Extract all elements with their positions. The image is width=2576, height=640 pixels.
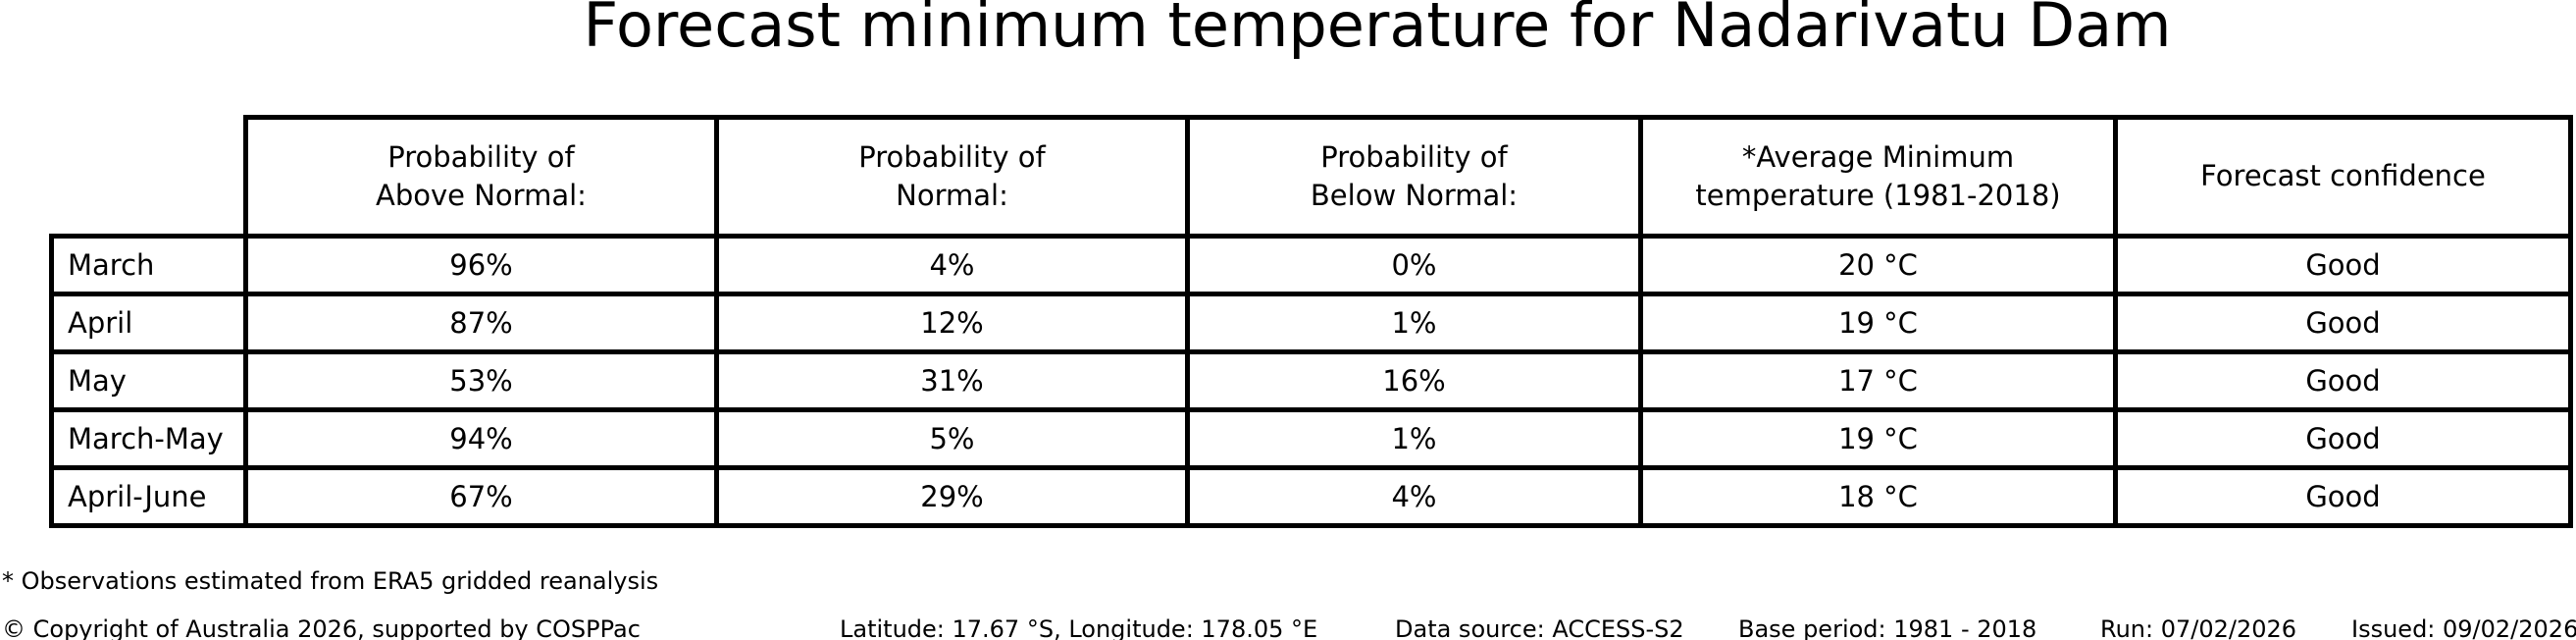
cell-confidence: Good	[2113, 407, 2573, 470]
col-header-forecast-confidence: Forecast confidence	[2113, 115, 2573, 239]
cell-prob-above: 87%	[243, 292, 719, 354]
row-label: May	[49, 349, 248, 412]
cell-prob-below: 1%	[1185, 292, 1643, 354]
cell-prob-below: 0%	[1185, 234, 1643, 296]
cell-prob-normal: 31%	[714, 349, 1190, 412]
col-header-avg-min-temperature: *Average Minimum temperature (1981-2018)	[1638, 115, 2118, 239]
cell-prob-below: 16%	[1185, 349, 1643, 412]
forecast-table: Probability of Above Normal: Probability…	[49, 115, 2573, 528]
cell-confidence: Good	[2113, 292, 2573, 354]
cell-avg-temp: 17 °C	[1638, 349, 2118, 412]
issued-date-text: Issued: 09/02/2026	[2351, 615, 2576, 640]
col-header-prob-normal: Probability of Normal:	[714, 115, 1190, 239]
cell-avg-temp: 19 °C	[1638, 292, 2118, 354]
cell-prob-normal: 4%	[714, 234, 1190, 296]
base-period-text: Base period: 1981 - 2018	[1738, 615, 2037, 640]
cell-confidence: Good	[2113, 349, 2573, 412]
cell-prob-below: 1%	[1185, 407, 1643, 470]
table-row-april-june: April-June 67% 29% 4% 18 °C Good	[49, 465, 2573, 528]
cell-avg-temp: 20 °C	[1638, 234, 2118, 296]
cell-prob-below: 4%	[1185, 465, 1643, 528]
cell-confidence: Good	[2113, 465, 2573, 528]
corner-empty-cell	[52, 118, 246, 237]
col-header-prob-below-normal: Probability of Below Normal:	[1185, 115, 1643, 239]
cell-prob-above: 96%	[243, 234, 719, 296]
table-row-may: May 53% 31% 16% 17 °C Good	[49, 349, 2573, 412]
coordinates-text: Latitude: 17.67 °S, Longitude: 178.05 °E	[840, 615, 1318, 640]
copyright-text: © Copyright of Australia 2026, supported…	[2, 615, 641, 640]
data-source-text: Data source: ACCESS-S2	[1395, 615, 1684, 640]
row-label: March-May	[49, 407, 248, 470]
row-label: April	[49, 292, 248, 354]
row-label: March	[49, 234, 248, 296]
cell-prob-normal: 12%	[714, 292, 1190, 354]
col-header-prob-above-normal: Probability of Above Normal:	[243, 115, 719, 239]
page-title: Forecast minimum temperature for Nadariv…	[583, 0, 2172, 61]
cell-avg-temp: 19 °C	[1638, 407, 2118, 470]
cell-confidence: Good	[2113, 234, 2573, 296]
observations-footnote: * Observations estimated from ERA5 gridd…	[2, 567, 659, 595]
header-row: Probability of Above Normal: Probability…	[52, 115, 2573, 239]
table-row-april: April 87% 12% 1% 19 °C Good	[49, 292, 2573, 354]
table-row-march-may: March-May 94% 5% 1% 19 °C Good	[49, 407, 2573, 470]
cell-prob-normal: 29%	[714, 465, 1190, 528]
cell-prob-normal: 5%	[714, 407, 1190, 470]
cell-prob-above: 67%	[243, 465, 719, 528]
row-label: April-June	[49, 465, 248, 528]
run-date-text: Run: 07/02/2026	[2100, 615, 2297, 640]
cell-avg-temp: 18 °C	[1638, 465, 2118, 528]
cell-prob-above: 94%	[243, 407, 719, 470]
cell-prob-above: 53%	[243, 349, 719, 412]
table-row-march: March 96% 4% 0% 20 °C Good	[49, 234, 2573, 296]
